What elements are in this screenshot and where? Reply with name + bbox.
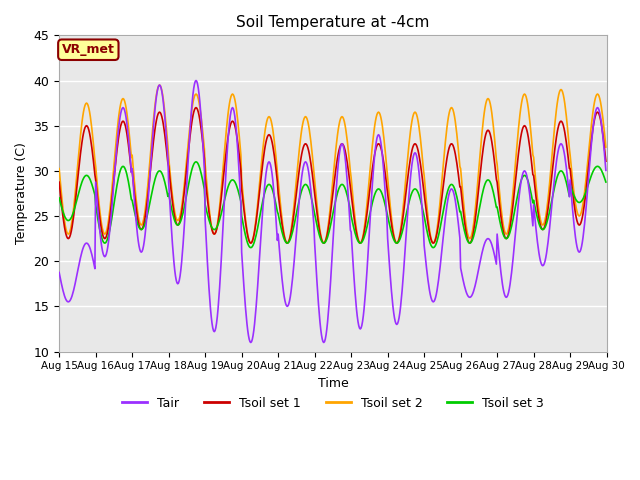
Y-axis label: Temperature (C): Temperature (C) [15,143,28,244]
Text: VR_met: VR_met [62,43,115,56]
Title: Soil Temperature at -4cm: Soil Temperature at -4cm [236,15,429,30]
X-axis label: Time: Time [317,377,348,390]
Legend: Tair, Tsoil set 1, Tsoil set 2, Tsoil set 3: Tair, Tsoil set 1, Tsoil set 2, Tsoil se… [116,392,549,415]
